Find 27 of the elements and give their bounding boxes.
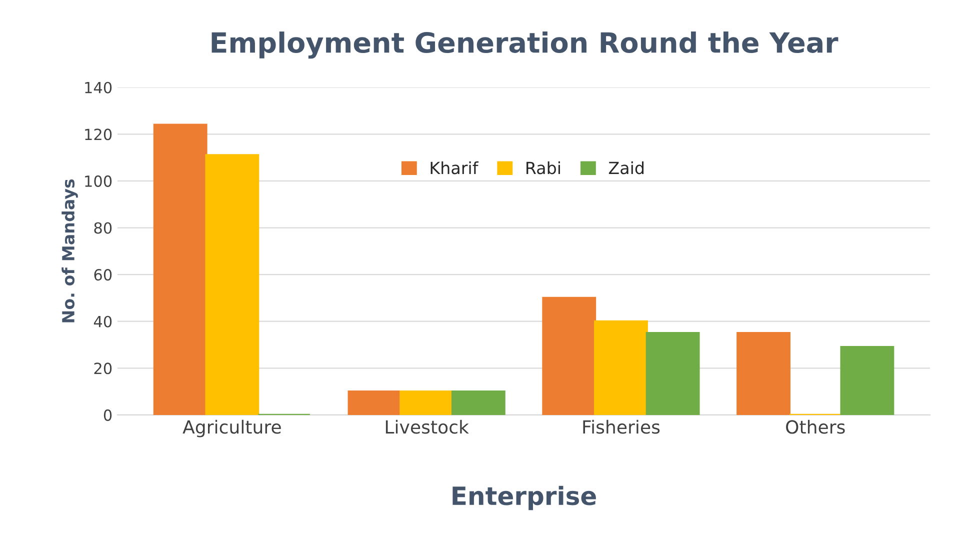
y-tick-label: 140 bbox=[85, 82, 112, 94]
x-tick-label: Agriculture bbox=[182, 420, 281, 438]
x-tick-label: Others bbox=[786, 420, 845, 434]
y-axis-title: No. of Mandays bbox=[62, 179, 78, 322]
bar bbox=[736, 332, 790, 415]
bar bbox=[451, 390, 506, 415]
y-tick-label: 60 bbox=[94, 269, 112, 281]
bar bbox=[205, 154, 260, 415]
bar bbox=[646, 332, 700, 415]
y-tick-label: 80 bbox=[94, 222, 112, 234]
chart-title: Employment Generation Round the Year bbox=[212, 32, 838, 59]
bar bbox=[594, 320, 648, 415]
y-tick-label: 40 bbox=[94, 316, 112, 328]
x-tick-label: Fisheries bbox=[583, 420, 660, 434]
y-tick-label: 120 bbox=[85, 128, 112, 140]
bar bbox=[542, 296, 596, 415]
legend-label: Zaid bbox=[608, 161, 644, 174]
x-axis-title: Enterprise bbox=[452, 486, 596, 510]
bar bbox=[153, 124, 208, 415]
y-tick-label: 0 bbox=[104, 409, 112, 421]
legend-label: Rabi bbox=[526, 161, 560, 174]
legend-label: Kharif bbox=[430, 161, 479, 174]
bar bbox=[348, 390, 402, 415]
y-tick-label: 20 bbox=[94, 362, 112, 374]
bar bbox=[840, 346, 894, 415]
y-tick-label: 100 bbox=[85, 175, 112, 187]
x-tick-label: Livestock bbox=[386, 420, 469, 434]
